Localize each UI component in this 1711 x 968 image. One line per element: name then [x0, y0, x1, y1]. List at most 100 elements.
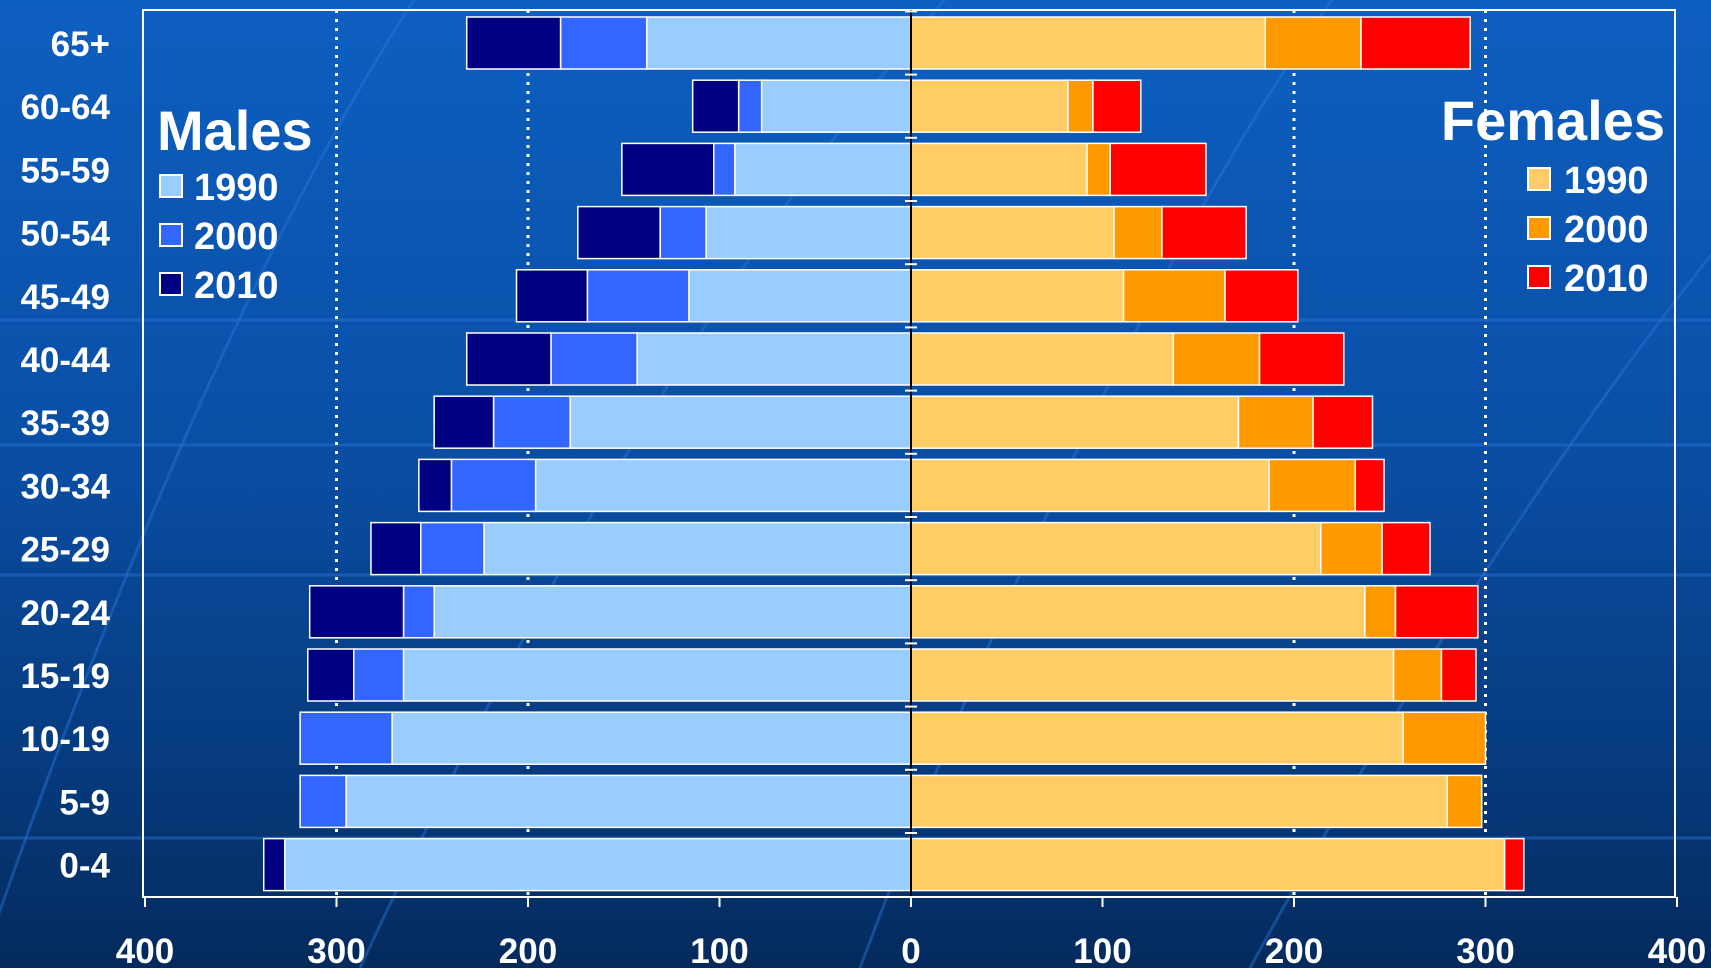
- bar-females-1990-55-59: [910, 142, 1088, 197]
- legend-swatch: [159, 174, 183, 198]
- category-label: 45-49: [20, 278, 110, 317]
- bar-males-2010-35-39: [433, 395, 495, 449]
- bar-males-2010-30-34: [418, 458, 453, 513]
- bar-females-2010-15-19: [1440, 648, 1477, 702]
- bar-males-1990-40-44: [636, 332, 912, 386]
- bar-females-2010-20-24: [1394, 585, 1479, 639]
- bars: [262, 16, 1525, 892]
- x-tick-label: 400: [1648, 932, 1706, 968]
- bar-males-1990-25-29: [483, 521, 912, 576]
- bar-males-2000-60-64: [737, 79, 763, 133]
- bar-males-2000-5-9: [299, 774, 347, 829]
- legend-label: 2000: [1564, 209, 1649, 251]
- category-label: 15-19: [20, 657, 110, 696]
- bar-females-2000-20-24: [1364, 585, 1397, 639]
- bar-males-1990-65+: [645, 16, 912, 70]
- bar-males-2010-25-29: [370, 521, 422, 576]
- bar-males-1990-0-4: [284, 837, 912, 892]
- bar-females-2000-60-64: [1067, 79, 1094, 133]
- bar-females-2010-55-59: [1109, 142, 1207, 197]
- legend-label: 2010: [194, 265, 279, 307]
- x-tick-label: 300: [1456, 932, 1514, 968]
- bar-females-1990-35-39: [910, 395, 1240, 449]
- bar-males-1990-10-19: [391, 711, 912, 765]
- legend-title-males: Males: [157, 99, 313, 162]
- x-tick-label: 100: [690, 932, 748, 968]
- bar-females-2000-40-44: [1172, 332, 1261, 386]
- bar-females-1990-65+: [910, 16, 1267, 70]
- bar-females-2010-45-49: [1224, 269, 1299, 323]
- bar-females-2010-65+: [1360, 16, 1471, 70]
- legend-label: 1990: [194, 167, 279, 209]
- legend-label: 2010: [1564, 258, 1649, 300]
- category-label: 60-64: [20, 88, 110, 127]
- bar-females-2010-50-54: [1161, 205, 1247, 260]
- legend-males: Males 1990 2000 2010: [157, 99, 313, 307]
- legend-swatch: [159, 223, 183, 247]
- category-label: 55-59: [20, 151, 110, 190]
- bar-males-2000-15-19: [352, 648, 405, 702]
- bar-females-1990-45-49: [910, 269, 1125, 323]
- x-tick-label: 100: [1073, 932, 1131, 968]
- bar-females-2000-15-19: [1392, 648, 1443, 702]
- bar-females-1990-0-4: [910, 837, 1506, 892]
- bar-males-2000-65+: [559, 16, 648, 70]
- bar-females-2010-30-34: [1354, 458, 1385, 513]
- bar-males-2010-0-4: [262, 837, 286, 892]
- bar-males-2000-55-59: [713, 142, 736, 197]
- category-label: 25-29: [20, 531, 110, 570]
- bar-males-2010-40-44: [465, 332, 552, 386]
- legend-swatch: [159, 272, 183, 296]
- bar-males-2000-10-19: [299, 711, 393, 765]
- bar-males-2000-20-24: [402, 585, 435, 639]
- x-tick-label: 200: [1265, 932, 1323, 968]
- bar-females-2010-0-4: [1503, 837, 1525, 892]
- category-label: 5-9: [59, 783, 110, 822]
- bar-females-1990-25-29: [910, 521, 1322, 576]
- bar-females-1990-40-44: [910, 332, 1175, 386]
- bar-females-2000-50-54: [1113, 205, 1163, 260]
- x-tick-label: 200: [499, 932, 557, 968]
- legend-title-females: Females: [1441, 89, 1665, 152]
- category-label: 40-44: [20, 341, 110, 380]
- legend-label: 2000: [194, 216, 279, 258]
- bar-males-2010-50-54: [577, 205, 661, 260]
- bar-males-1990-55-59: [734, 142, 912, 197]
- bar-females-2000-45-49: [1122, 269, 1226, 323]
- bar-males-2010-65+: [465, 16, 562, 70]
- bar-males-2010-20-24: [308, 585, 405, 639]
- background-arc: [0, 0, 416, 916]
- category-label: 50-54: [20, 215, 110, 254]
- category-label: 0-4: [59, 847, 110, 886]
- bar-females-2000-35-39: [1237, 395, 1314, 449]
- bar-females-2000-55-59: [1086, 142, 1111, 197]
- bar-males-2010-15-19: [307, 648, 355, 702]
- bar-females-2000-10-19: [1402, 711, 1487, 765]
- bar-males-1990-35-39: [569, 395, 912, 449]
- legend-label: 1990: [1564, 160, 1649, 202]
- legend-swatch: [1527, 167, 1551, 191]
- bar-females-2000-65+: [1264, 16, 1362, 70]
- bar-females-2010-35-39: [1312, 395, 1374, 449]
- category-label: 10-19: [20, 720, 110, 759]
- bar-females-1990-30-34: [910, 458, 1270, 513]
- bar-females-1990-60-64: [910, 79, 1069, 133]
- bar-females-2000-5-9: [1446, 774, 1483, 829]
- category-label: 65+: [51, 25, 110, 64]
- bar-males-2010-45-49: [515, 269, 589, 323]
- bar-males-1990-60-64: [760, 79, 912, 133]
- bar-males-1990-30-34: [534, 458, 912, 513]
- bar-males-2000-25-29: [420, 521, 485, 576]
- bar-males-2000-30-34: [450, 458, 537, 513]
- bar-males-2010-55-59: [621, 142, 715, 197]
- bar-females-2010-25-29: [1381, 521, 1431, 576]
- bar-males-1990-5-9: [345, 774, 912, 829]
- category-label: 30-34: [20, 467, 110, 506]
- x-tick-label: 400: [116, 932, 174, 968]
- bar-females-1990-10-19: [910, 711, 1404, 765]
- bar-males-1990-50-54: [705, 205, 912, 260]
- bar-males-2000-45-49: [586, 269, 690, 323]
- bar-females-1990-20-24: [910, 585, 1366, 639]
- bar-males-1990-15-19: [402, 648, 912, 702]
